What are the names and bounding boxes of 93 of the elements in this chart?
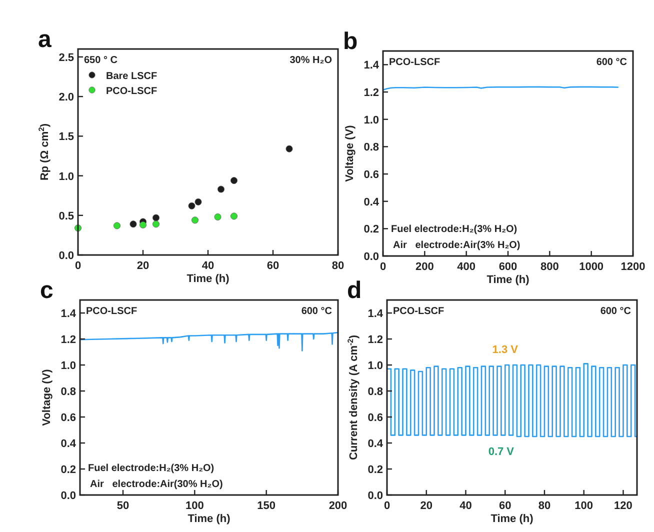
y-tick-label: 0.5 [58, 210, 74, 222]
chart-title: b [343, 28, 358, 55]
point [286, 145, 293, 152]
point [130, 220, 137, 228]
annotation: Air electrode:Air(3% H₂O) [393, 240, 520, 251]
y-tick-label: 1.4 [368, 308, 384, 320]
annotation: 600 °C [301, 306, 332, 317]
y-tick-label: 1.4 [364, 60, 380, 72]
x-axis-title: Time (h) [490, 513, 534, 525]
point [188, 202, 196, 210]
y-tick-label: 0.8 [368, 386, 383, 398]
line-series [79, 332, 339, 352]
x-tick-label: 0 [74, 260, 82, 272]
y-tick-label: 0.0 [364, 251, 379, 263]
x-axis-title: Time (h) [486, 274, 530, 286]
y-tick-label: 0.0 [58, 250, 74, 262]
point [194, 198, 202, 206]
point [152, 214, 160, 222]
point [230, 212, 238, 220]
x-tick-label: 200 [415, 261, 434, 273]
annotation: 600 °C [600, 306, 631, 317]
y-tick-label: 0.2 [60, 464, 76, 476]
annotation: PCO-LSCF [393, 306, 444, 317]
x-tick-label: 20 [136, 260, 150, 272]
chart-title: c [40, 277, 54, 304]
x-tick-label: 0 [380, 261, 386, 273]
y-tick-label: 1.0 [58, 170, 74, 183]
annotation: 30% H₂O [290, 55, 332, 66]
point [192, 216, 198, 224]
x-tick-label: 100 [185, 500, 204, 512]
x-tick-label: 120 [614, 500, 632, 512]
x-tick-label: 50 [116, 500, 130, 512]
y-tick-label: 1.5 [58, 131, 74, 144]
y-tick-label: 1.0 [60, 360, 76, 372]
annotation: PCO-LSCF [86, 306, 138, 317]
annotation: Fuel electrode:H₂(3% H₂O) [88, 463, 214, 474]
x-tick-label: 60 [266, 260, 280, 272]
y-tick-label: 0.6 [368, 412, 383, 424]
x-tick-label: 100 [574, 500, 594, 512]
y-tick-label: 0.6 [60, 412, 76, 424]
annotation: PCO-LSCF [389, 57, 440, 68]
annotation: 650 ° C [84, 55, 118, 66]
chart-title: d [347, 277, 362, 304]
annotation: 600 °C [596, 57, 627, 68]
y-tick-label: 2.5 [58, 52, 74, 64]
y-tick-label: 0.8 [60, 386, 76, 398]
y-tick-label: 1.2 [364, 87, 379, 99]
annotation: Air electrode:Air(30% H₂O) [90, 479, 223, 490]
point [230, 177, 238, 184]
x-tick-label: 800 [540, 261, 559, 273]
x-tick-label: 80 [538, 500, 551, 512]
y-tick-label: 1.2 [60, 334, 76, 346]
y-tick-label: 2.0 [58, 92, 74, 104]
y-axis-title: Voltage (V) [344, 124, 356, 182]
y-tick-label: 1.0 [368, 360, 383, 372]
y-tick-label: 0.2 [368, 464, 383, 476]
chart-title: a [38, 26, 52, 53]
annotation: Fuel electrode:H₂(3% H₂O) [391, 224, 518, 235]
legend-label: PCO-LSCF [106, 86, 158, 97]
x-tick-label: 150 [257, 500, 276, 512]
x-tick-label: 600 [498, 261, 518, 273]
point [140, 221, 146, 228]
x-tick-label: 20 [420, 500, 432, 512]
y-tick-label: 0.0 [60, 490, 76, 502]
x-axis-title: Time (h) [188, 513, 231, 525]
x-tick-label: 1200 [620, 261, 646, 273]
x-axis-title: Time (h) [186, 273, 230, 285]
x-tick-label: 1000 [579, 261, 604, 273]
legend-label: Bare LSCF [106, 71, 158, 82]
y-tick-label: 0.2 [364, 224, 379, 236]
x-tick-label: 0 [384, 500, 390, 512]
x-tick-label: 40 [460, 500, 472, 512]
y-tick-label: 0.4 [364, 196, 380, 208]
y-tick-label: 0.6 [364, 169, 379, 181]
y-tick-label: 0.0 [368, 490, 383, 502]
y-axis-title: Voltage (V) [41, 368, 53, 426]
point [152, 220, 160, 228]
x-tick-label: 400 [457, 261, 476, 273]
point [214, 213, 222, 220]
point [218, 186, 224, 193]
annotation: 0.7 V [488, 446, 515, 458]
y-tick-label: 1.0 [364, 114, 379, 126]
y-tick-label: 1.2 [368, 334, 383, 346]
point [114, 222, 120, 230]
x-tick-label: 40 [202, 260, 214, 272]
x-tick-label: 200 [328, 500, 348, 512]
y-tick-label: 0.4 [60, 438, 77, 450]
x-tick-label: 60 [498, 500, 512, 512]
x-tick-label: 80 [332, 260, 344, 272]
y-tick-label: 1.4 [60, 308, 77, 320]
y-tick-label: 0.8 [364, 142, 379, 154]
y-tick-label: 0.4 [368, 438, 384, 450]
annotation: 1.3 V [492, 344, 519, 356]
